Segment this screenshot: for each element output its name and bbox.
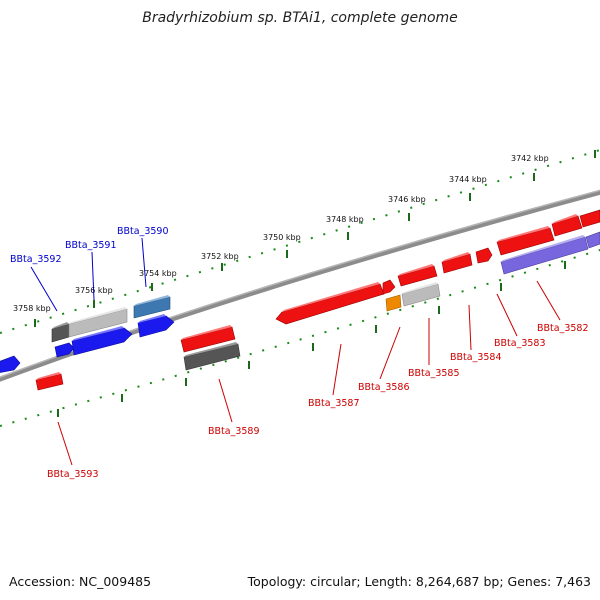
gene-block-3586[interactable] bbox=[385, 294, 402, 312]
gene-arrow-3582b[interactable] bbox=[579, 209, 600, 228]
gene-label-3592[interactable]: BBta_3592 bbox=[10, 254, 62, 265]
connector-3583 bbox=[496, 293, 518, 337]
scale-label-3758: 3758 kbp bbox=[13, 304, 51, 313]
gene-label-3586[interactable]: BBta_3586 bbox=[358, 382, 410, 393]
gene-label-3587[interactable]: BBta_3587 bbox=[308, 398, 360, 409]
gene-arrow-small-red[interactable] bbox=[382, 279, 396, 295]
connector-3582 bbox=[536, 280, 561, 321]
gene-label-3584[interactable]: BBta_3584 bbox=[450, 352, 502, 363]
gene-block-3585[interactable] bbox=[401, 283, 441, 307]
inner-major-ticks bbox=[57, 261, 566, 417]
gene-block-3589[interactable] bbox=[183, 343, 241, 371]
connector-3584 bbox=[468, 304, 472, 351]
gene-arrow-blue-3[interactable] bbox=[137, 315, 175, 338]
accession-text: Accession: NC_009485 bbox=[9, 574, 152, 589]
scale-label-3752: 3752 kbp bbox=[201, 252, 239, 261]
scale-label-3750: 3750 kbp bbox=[263, 233, 301, 242]
gene-label-3589[interactable]: BBta_3589 bbox=[208, 426, 260, 437]
scale-label-3746: 3746 kbp bbox=[388, 195, 426, 204]
gene-label-3591[interactable]: BBta_3591 bbox=[65, 240, 117, 251]
gene-label-3590[interactable]: BBta_3590 bbox=[117, 226, 169, 237]
connector-3589 bbox=[218, 378, 233, 423]
genome-title: Bradyrhizobium sp. BTAi1, complete genom… bbox=[142, 10, 458, 26]
gene-block-3593[interactable] bbox=[35, 373, 64, 391]
gene-label-3585[interactable]: BBta_3585 bbox=[408, 368, 460, 379]
gene-block-3592[interactable] bbox=[51, 323, 70, 343]
connector-3590 bbox=[141, 237, 147, 288]
gene-label-3583[interactable]: BBta_3583 bbox=[494, 338, 546, 349]
scale-label-3754: 3754 kbp bbox=[139, 269, 177, 278]
genome-summary-text: Topology: circular; Length: 8,264,687 bp… bbox=[247, 574, 591, 589]
gene-label-3582[interactable]: BBta_3582 bbox=[537, 323, 589, 334]
scale-label-3742: 3742 kbp bbox=[511, 154, 549, 163]
connector-3586 bbox=[379, 326, 401, 380]
gene-arrow-blue-edge[interactable] bbox=[0, 355, 21, 373]
gene-label-3593[interactable]: BBta_3593 bbox=[47, 469, 99, 480]
gene-arrow-3587[interactable] bbox=[275, 283, 385, 325]
connector-3591 bbox=[91, 251, 95, 301]
scale-label-3748: 3748 kbp bbox=[326, 215, 364, 224]
connector-3592 bbox=[30, 266, 58, 312]
gene-arrow-red-small2[interactable] bbox=[475, 247, 493, 264]
outer-scale-line bbox=[0, 149, 600, 334]
gene-arrow-blue-1[interactable] bbox=[54, 342, 75, 358]
gene-block-3582-purple[interactable] bbox=[585, 231, 600, 249]
gene-arrow-red-3585[interactable] bbox=[397, 265, 438, 287]
connector-3587 bbox=[332, 343, 342, 396]
outer-major-ticks bbox=[34, 150, 596, 327]
gene-block-3589a[interactable] bbox=[180, 326, 236, 353]
connector-3593 bbox=[57, 421, 73, 466]
scale-label-3744: 3744 kbp bbox=[449, 175, 487, 184]
